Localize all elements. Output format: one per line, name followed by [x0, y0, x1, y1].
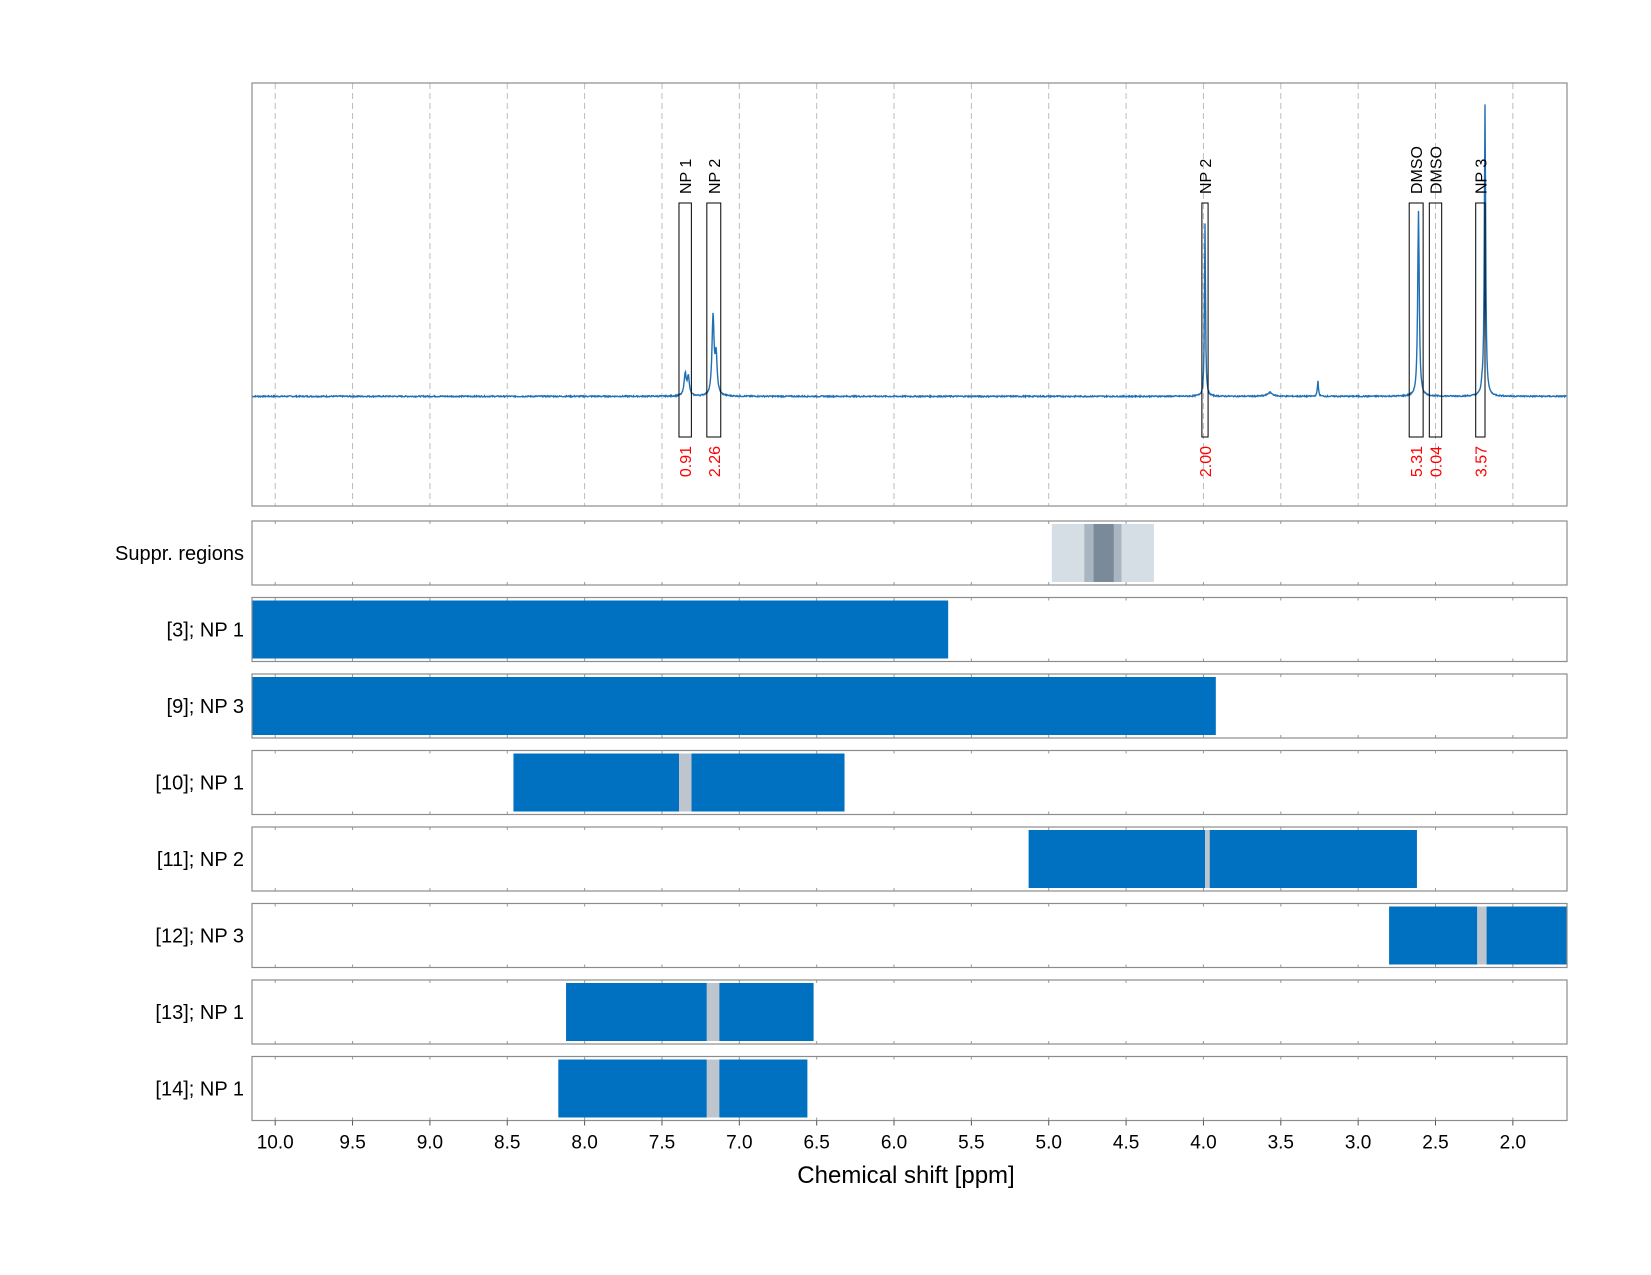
x-tick-label: 3.5 — [1268, 1133, 1294, 1154]
tracks-panel: Suppr. regions [3]; NP 1 [9]; NP 3 [10]; NP… — [115, 520, 1568, 1122]
x-tick-label: 2.5 — [1422, 1133, 1448, 1154]
track-row: [10]; NP 1 — [155, 749, 1568, 816]
annotation-1: NP 1 0.91 — [678, 159, 695, 478]
suppression-band — [1093, 524, 1114, 582]
track-label: [11]; NP 2 — [157, 849, 244, 871]
track-label: [9]; NP 3 — [167, 696, 244, 718]
region-bar — [1028, 830, 1205, 888]
integral-value: 0.04 — [1429, 446, 1446, 477]
annotation-label: NP 1 — [678, 159, 695, 194]
x-tick-label: 6.5 — [803, 1133, 829, 1154]
region-gap — [1477, 906, 1487, 965]
integration-box — [678, 202, 692, 438]
track-frame — [251, 979, 1568, 1045]
x-tick-label: 4.5 — [1113, 1133, 1139, 1154]
track-row: [14]; NP 1 — [155, 1055, 1568, 1122]
annotation-3: NP 2 2.00 — [1198, 159, 1215, 478]
region-bar — [513, 753, 679, 812]
x-tick-label: 5.5 — [958, 1133, 984, 1154]
integration-box — [1201, 202, 1209, 438]
track-label: Suppr. regions — [115, 543, 244, 565]
annotation-5: DMSO 0.04 — [1429, 146, 1446, 477]
x-tick-label: 6.0 — [881, 1133, 907, 1154]
track-frame — [251, 596, 1568, 663]
annotation-label: NP 2 — [707, 159, 724, 194]
integration-box — [1408, 202, 1424, 438]
x-tick-label: 5.0 — [1036, 1133, 1062, 1154]
track-frame — [251, 749, 1568, 816]
spectrum-panel: NP 1 0.91 NP 2 2.26 NP 2 2.00 DMSO 5.31 DMSO 0.04… — [251, 82, 1568, 507]
track-row: [12]; NP 3 — [155, 902, 1568, 969]
spectrum-frame — [251, 82, 1568, 507]
region-bar — [719, 983, 814, 1041]
integration-box — [706, 202, 722, 438]
region-bar — [1209, 830, 1417, 888]
region-gap — [706, 983, 720, 1041]
annotation-label: DMSO — [1409, 146, 1426, 194]
track-frame — [251, 520, 1568, 586]
annotation-4: DMSO 5.31 — [1408, 146, 1426, 477]
track-row: Suppr. regions — [115, 520, 1568, 586]
integration-box — [1428, 202, 1443, 438]
region-gap — [706, 1059, 720, 1118]
x-tick-label: 2.0 — [1500, 1133, 1526, 1154]
integration-box — [1475, 202, 1486, 438]
track-row: [3]; NP 1 — [167, 596, 1568, 663]
region-gap — [1204, 830, 1210, 888]
track-row: [11]; NP 2 — [157, 826, 1568, 892]
x-tick-label: 9.5 — [339, 1133, 365, 1154]
x-tick-label: 7.5 — [649, 1133, 675, 1154]
track-frame — [251, 826, 1568, 892]
x-tick-label: 3.0 — [1345, 1133, 1371, 1154]
x-tick-label: 7.0 — [726, 1133, 752, 1154]
track-row: [13]; NP 1 — [155, 979, 1568, 1045]
track-label: [12]; NP 3 — [155, 926, 244, 948]
x-tick-label: 8.0 — [571, 1133, 597, 1154]
x-axis-label: Chemical shift [ppm] — [797, 1162, 1014, 1189]
annotation-label: NP 3 — [1473, 159, 1490, 194]
region-bar — [719, 1059, 808, 1118]
integral-value: 5.31 — [1409, 446, 1426, 477]
annotation-6: NP 3 3.57 — [1473, 159, 1490, 478]
integral-value: 2.00 — [1198, 446, 1215, 477]
track-frame — [251, 1055, 1568, 1122]
x-tick-label: 8.5 — [494, 1133, 520, 1154]
track-label: [14]; NP 1 — [155, 1079, 244, 1101]
region-bar — [566, 983, 707, 1041]
integral-value: 2.26 — [707, 446, 724, 477]
region-bar — [558, 1059, 707, 1118]
x-axis: 10.0 9.5 9.0 8.5 8.0 7.5 7.0 6.5 6.0 5.5 5.0 4.5 4.0… — [257, 1120, 1526, 1154]
track-label: [13]; NP 1 — [155, 1002, 244, 1024]
track-row: [9]; NP 3 — [167, 673, 1568, 739]
region-bar — [1486, 906, 1567, 965]
region-bar — [1389, 906, 1478, 965]
region-bar — [691, 753, 845, 812]
annotation-label: NP 2 — [1198, 159, 1215, 194]
track-label: [10]; NP 1 — [155, 773, 244, 795]
region-bar — [252, 677, 1216, 735]
integral-value: 3.57 — [1473, 446, 1490, 477]
region-bar — [252, 600, 949, 659]
track-frame — [251, 673, 1568, 739]
spectrum-line — [251, 104, 1568, 399]
track-label: [3]; NP 1 — [167, 620, 244, 642]
annotation-label: DMSO — [1429, 146, 1446, 194]
x-tick-label: 4.0 — [1190, 1133, 1216, 1154]
x-tick-label: 9.0 — [417, 1133, 443, 1154]
x-tick-label: 10.0 — [257, 1133, 294, 1154]
track-frame — [251, 902, 1568, 969]
integral-value: 0.91 — [678, 446, 695, 477]
annotation-2: NP 2 2.26 — [706, 159, 724, 477]
region-gap — [678, 753, 692, 812]
